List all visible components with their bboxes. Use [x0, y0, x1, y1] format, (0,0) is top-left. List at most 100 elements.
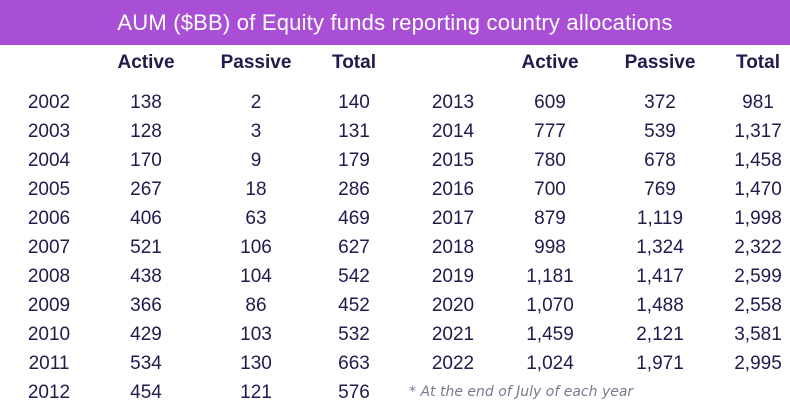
- row-active: 879: [534, 207, 566, 229]
- row-year: 2019: [431, 265, 475, 287]
- table-row: 2017 879 1,119 1,998: [418, 204, 790, 233]
- row-total: 1,470: [734, 178, 782, 200]
- table-row: 2005 267 18 286: [14, 175, 404, 204]
- row-total: 576: [338, 381, 370, 403]
- row-active: 521: [130, 236, 162, 258]
- row-year: 2007: [27, 236, 71, 258]
- row-year: 2009: [27, 294, 71, 316]
- table-row: 2013 609 372 981: [418, 88, 790, 117]
- row-total: 179: [338, 149, 370, 171]
- table-row: 2003 128 3 131: [14, 117, 404, 146]
- row-passive: 3: [250, 120, 262, 142]
- row-passive: 130: [240, 352, 272, 374]
- table-row: 2020 1,070 1,488 2,558: [418, 291, 790, 320]
- table-right-body: 2013 609 372 981 2014 777 539 1,317 2015 780 678 1,…: [418, 88, 790, 378]
- row-passive: 678: [644, 149, 676, 171]
- row-active: 998: [534, 236, 566, 258]
- row-total: 542: [338, 265, 370, 287]
- row-passive: 121: [240, 381, 272, 403]
- page-title: AUM ($BB) of Equity funds reporting coun…: [117, 9, 673, 35]
- row-passive: 372: [644, 91, 676, 113]
- table-header-row: Active Passive Total: [418, 50, 790, 76]
- row-passive: 539: [644, 120, 676, 142]
- row-passive: 1,324: [636, 236, 684, 258]
- row-active: 780: [534, 149, 566, 171]
- row-passive: 1,417: [636, 265, 684, 287]
- row-total: 286: [338, 178, 370, 200]
- row-year: 2004: [27, 149, 71, 171]
- row-total: 2,558: [734, 294, 782, 316]
- table-row: 2002 138 2 140: [14, 88, 404, 117]
- row-passive: 1,971: [636, 352, 684, 374]
- row-active: 777: [534, 120, 566, 142]
- footnote: * At the end of July of each year: [409, 384, 634, 400]
- row-year: 2006: [27, 207, 71, 229]
- row-total: 469: [338, 207, 370, 229]
- row-year: 2018: [431, 236, 475, 258]
- table-row: 2016 700 769 1,470: [418, 175, 790, 204]
- row-passive: 2,121: [636, 323, 684, 345]
- table-left-body: 2002 138 2 140 2003 128 3 131 2004 170 9 179 2005 267…: [14, 88, 404, 407]
- row-passive: 769: [644, 178, 676, 200]
- row-year: 2015: [431, 149, 475, 171]
- row-total: 2,599: [734, 265, 782, 287]
- row-active: 1,459: [526, 323, 574, 345]
- row-year: 2013: [431, 91, 475, 113]
- row-active: 609: [534, 91, 566, 113]
- row-total: 2,322: [734, 236, 782, 258]
- row-active: 366: [130, 294, 162, 316]
- row-passive: 18: [245, 178, 267, 200]
- row-passive: 2: [250, 91, 262, 113]
- row-total: 2,995: [734, 352, 782, 374]
- row-passive: 86: [245, 294, 267, 316]
- row-active: 267: [130, 178, 162, 200]
- row-year: 2020: [431, 294, 475, 316]
- row-passive: 103: [240, 323, 272, 345]
- row-passive: 1,488: [636, 294, 684, 316]
- row-passive: 9: [250, 149, 262, 171]
- table-row: 2022 1,024 1,971 2,995: [418, 349, 790, 378]
- row-total: 131: [338, 120, 370, 142]
- row-total: 532: [338, 323, 370, 345]
- row-passive: 1,119: [636, 207, 684, 229]
- row-active: 454: [130, 381, 162, 403]
- table-right: Active Passive Total 2013 609 372 981 2014 77…: [418, 50, 790, 378]
- table-row: 2021 1,459 2,121 3,581: [418, 320, 790, 349]
- table-row: 2004 170 9 179: [14, 146, 404, 175]
- row-active: 438: [130, 265, 162, 287]
- row-total: 3,581: [734, 323, 782, 345]
- title-bar: AUM ($BB) of Equity funds reporting coun…: [0, 0, 790, 45]
- table-row: 2018 998 1,324 2,322: [418, 233, 790, 262]
- header-passive: Passive: [624, 52, 696, 73]
- row-passive: 63: [245, 207, 267, 229]
- row-active: 429: [130, 323, 162, 345]
- table-row: 2008 438 104 542: [14, 262, 404, 291]
- row-active: 128: [130, 120, 162, 142]
- row-active: 406: [130, 207, 162, 229]
- row-passive: 104: [240, 265, 272, 287]
- row-year: 2021: [431, 323, 475, 345]
- row-active: 534: [130, 352, 162, 374]
- row-active: 700: [534, 178, 566, 200]
- row-total: 1,998: [734, 207, 782, 229]
- table-row: 2009 366 86 452: [14, 291, 404, 320]
- table-row: 2012 454 121 576: [14, 378, 404, 407]
- header-active: Active: [521, 52, 579, 73]
- row-year: 2003: [27, 120, 71, 142]
- row-year: 2022: [431, 352, 475, 374]
- row-year: 2005: [27, 178, 71, 200]
- row-year: 2012: [27, 381, 71, 403]
- row-year: 2011: [28, 352, 70, 374]
- row-year: 2002: [27, 91, 71, 113]
- row-total: 1,458: [734, 149, 782, 171]
- row-active: 170: [130, 149, 162, 171]
- header-active: Active: [117, 52, 175, 73]
- row-total: 981: [742, 91, 774, 113]
- header-passive: Passive: [220, 52, 292, 73]
- table-left: Active Passive Total 2002 138 2 140 2003 128 3…: [14, 50, 404, 407]
- row-total: 663: [338, 352, 370, 374]
- table-row: 2007 521 106 627: [14, 233, 404, 262]
- table-row: 2014 777 539 1,317: [418, 117, 790, 146]
- row-year: 2008: [27, 265, 71, 287]
- table-row: 2015 780 678 1,458: [418, 146, 790, 175]
